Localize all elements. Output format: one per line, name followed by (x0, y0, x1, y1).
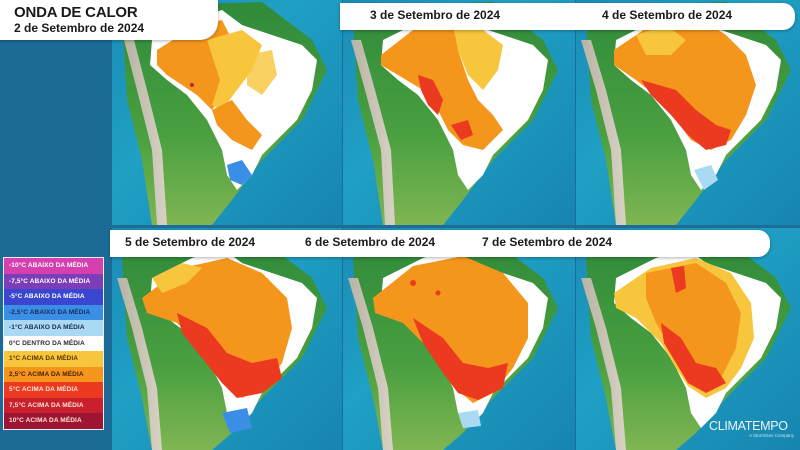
map-panel-day-3 (343, 0, 575, 225)
first-date-label: 2 de Setembro de 2024 (14, 21, 145, 35)
map-panel-day-4 (576, 0, 800, 225)
color-legend: -10°C ABAIXO DA MÉDIA -7,5°C ABAIXO DA M… (3, 257, 104, 430)
legend-item: -10°C ABAIXO DA MÉDIA (4, 258, 103, 274)
legend-item: 7,5°C ACIMA DA MÉDIA (4, 397, 103, 413)
date-bar-top: 3 de Setembro de 2024 4 de Setembro de 2… (340, 3, 795, 30)
panel-date-label: 4 de Setembro de 2024 (602, 8, 733, 22)
legend-item: -7,5°C ABAIXO DA MÉDIA (4, 273, 103, 289)
brazil-anomaly-map (348, 240, 558, 450)
legend-item: 1°C ACIMA DA MÉDIA (4, 351, 103, 367)
brand-tagline: A StormGeo Company (748, 433, 794, 438)
brand-name: CLIMATEMPO (708, 419, 788, 433)
legend-item: -5°C ABAIXO DA MÉDIA (4, 289, 103, 305)
legend-item: -1°C ABAIXO DA MÉDIA (4, 320, 103, 336)
brazil-anomaly-map (117, 240, 327, 450)
page-title: ONDA DE CALOR (14, 4, 138, 21)
panel-date-label: 3 de Setembro de 2024 (370, 8, 501, 22)
map-panel-day-5 (112, 228, 342, 450)
date-bar-bottom: 5 de Setembro de 2024 6 de Setembro de 2… (110, 230, 770, 257)
title-box: ONDA DE CALOR 2 de Setembro de 2024 (0, 0, 218, 40)
brazil-anomaly-map (122, 2, 327, 225)
map-panel-day-6 (343, 228, 575, 450)
legend-item: 5°C ACIMA DA MÉDIA (4, 382, 103, 398)
panel-date-label: 5 de Setembro de 2024 (125, 235, 256, 249)
legend-item: 0°C DENTRO DA MÉDIA (4, 335, 103, 351)
brazil-anomaly-map (581, 2, 791, 225)
brazil-anomaly-map (581, 240, 791, 450)
brazil-anomaly-map (351, 2, 558, 225)
legend-item: 10°C ACIMA DA MÉDIA (4, 413, 103, 429)
panel-date-label: 6 de Setembro de 2024 (305, 235, 436, 249)
map-panel-day-7 (576, 228, 800, 450)
legend-item: -2,5°C ABAIXO DA MÉDIA (4, 304, 103, 320)
legend-item: 2,5°C ACIMA DA MÉDIA (4, 366, 103, 382)
panel-date-label: 7 de Setembro de 2024 (482, 235, 613, 249)
climatempo-logo: CLIMATEMPO A StormGeo Company (708, 419, 794, 439)
